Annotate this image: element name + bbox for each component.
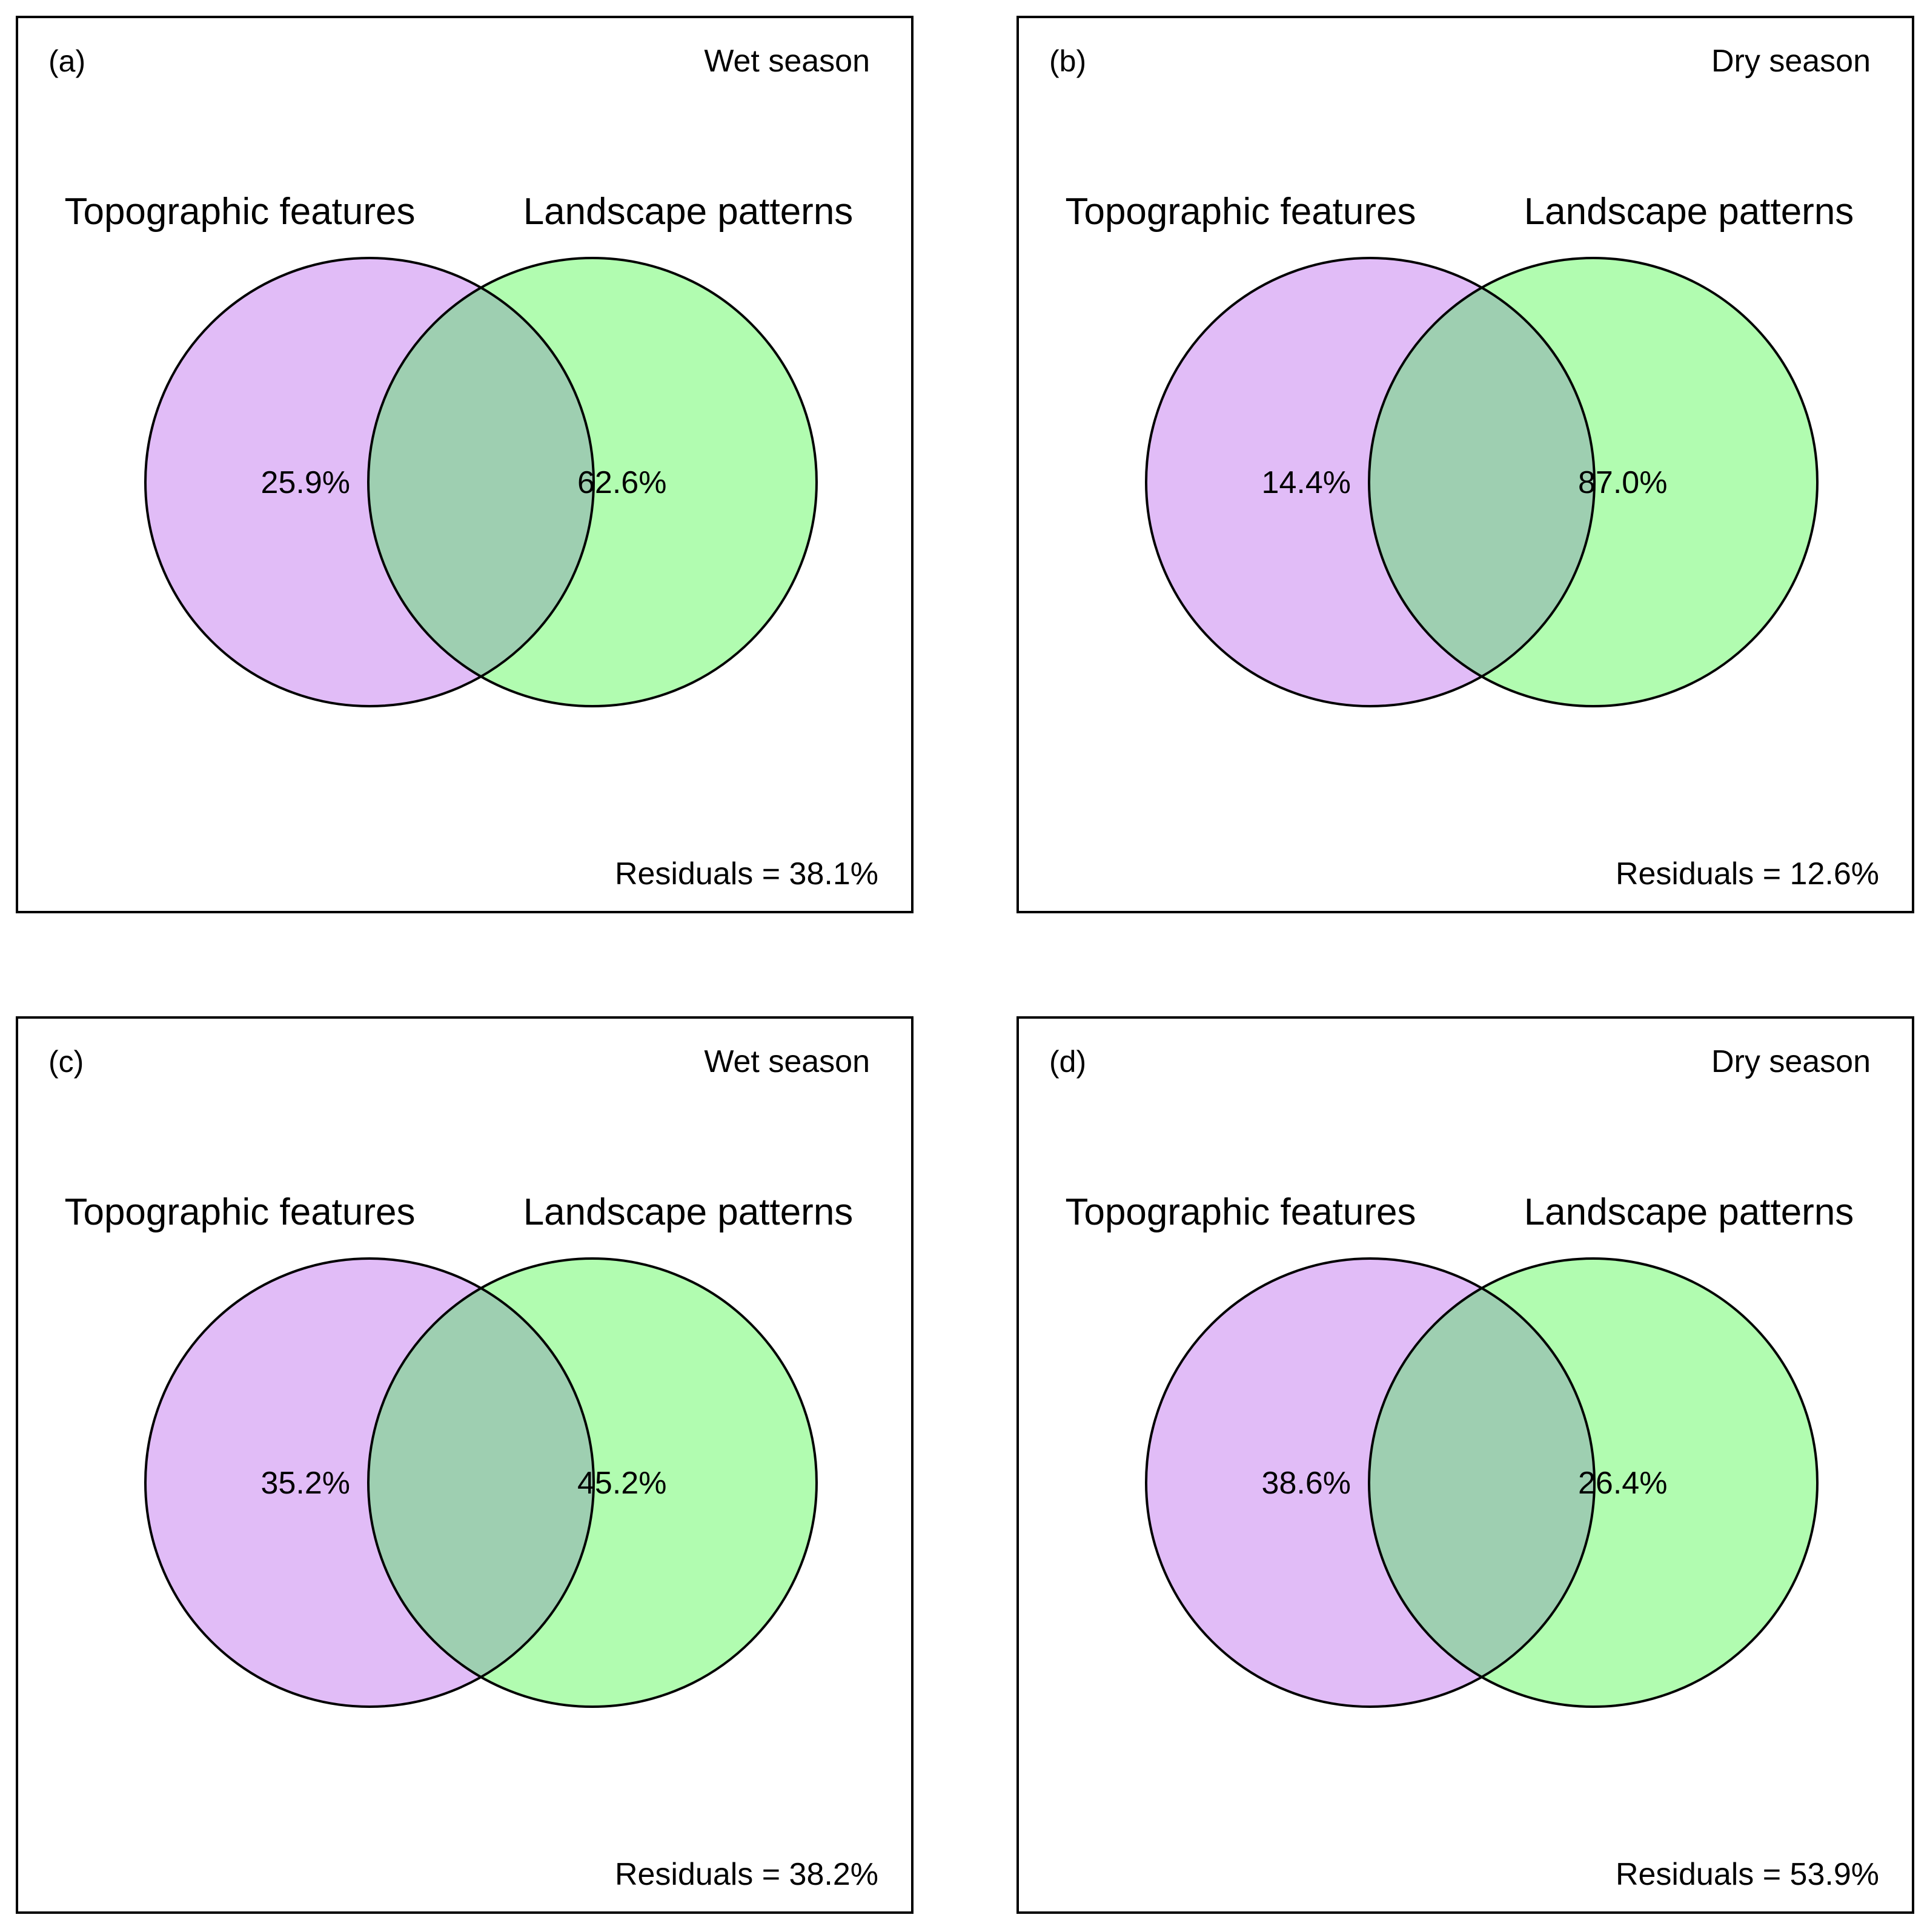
residuals-label: Residuals = 53.9% — [1616, 1857, 1879, 1892]
panel-label: (b) — [1049, 44, 1086, 78]
landscape-value: 26.4% — [1578, 1466, 1667, 1501]
topographic-circle-outline — [144, 257, 595, 707]
landscape-patterns-label: Landscape patterns — [523, 191, 854, 233]
season-label: Wet season — [704, 44, 870, 79]
topographic-circle-outline — [1145, 1257, 1596, 1708]
topographic-features-label: Topographic features — [1065, 1191, 1416, 1233]
landscape-patterns-label: Landscape patterns — [1524, 191, 1854, 233]
landscape-value: 62.6% — [577, 465, 666, 500]
landscape-circle-outline — [1368, 257, 1819, 707]
landscape-circle-outline — [367, 1257, 818, 1708]
panel-frame — [1016, 16, 1914, 913]
season-label: Wet season — [704, 1044, 870, 1079]
panel-frame — [1016, 1016, 1914, 1914]
topographic-value: 25.9% — [261, 465, 350, 500]
topographic-features-label: Topographic features — [64, 1191, 415, 1233]
topographic-value: 38.6% — [1262, 1466, 1351, 1501]
panel-label: (c) — [48, 1045, 84, 1079]
topographic-features-label: Topographic features — [1065, 191, 1416, 233]
panel-label: (a) — [48, 44, 85, 78]
landscape-patterns-label: Landscape patterns — [523, 1191, 854, 1233]
panel-a: (a) Wet season Topographic features Land… — [16, 16, 914, 913]
panel-frame — [16, 16, 914, 913]
residuals-label: Residuals = 38.2% — [615, 1857, 878, 1892]
landscape-value: 45.2% — [577, 1466, 666, 1501]
topographic-value: 14.4% — [1262, 465, 1351, 500]
season-label: Dry season — [1711, 1044, 1871, 1079]
topographic-circle-outline — [1145, 257, 1596, 707]
residuals-label: Residuals = 12.6% — [1616, 856, 1879, 892]
topographic-value: 35.2% — [261, 1466, 350, 1501]
panel-label: (d) — [1049, 1045, 1086, 1079]
landscape-circle-outline — [367, 257, 818, 707]
landscape-circle-outline — [1368, 1257, 1819, 1708]
topographic-features-label: Topographic features — [64, 191, 415, 233]
landscape-patterns-label: Landscape patterns — [1524, 1191, 1854, 1233]
landscape-value: 87.0% — [1578, 465, 1667, 500]
residuals-label: Residuals = 38.1% — [615, 856, 878, 892]
panel-d: (d) Dry season Topographic features Land… — [1016, 1016, 1914, 1914]
panel-b: (b) Dry season Topographic features Land… — [1016, 16, 1914, 913]
panel-c: (c) Wet season Topographic features Land… — [16, 1016, 914, 1914]
panel-frame — [16, 1016, 914, 1914]
topographic-circle-outline — [144, 1257, 595, 1708]
season-label: Dry season — [1711, 44, 1871, 79]
